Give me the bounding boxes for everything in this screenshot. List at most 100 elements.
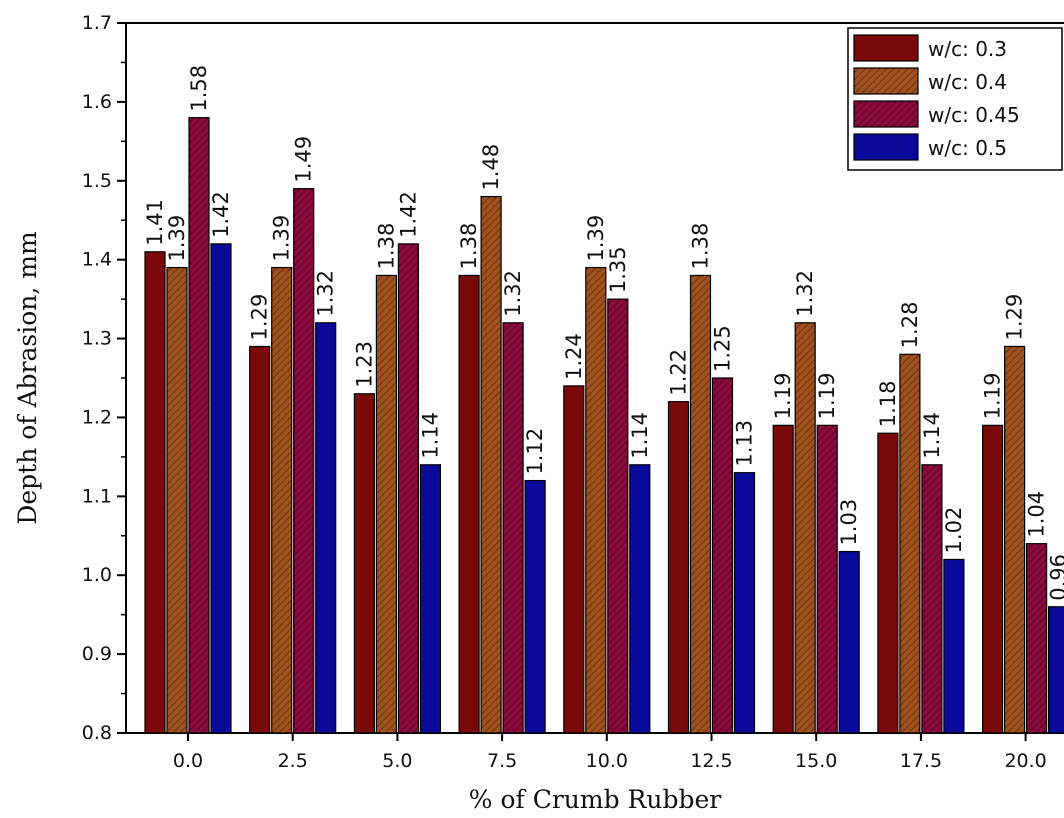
data-label: 1.14	[628, 412, 652, 459]
data-label: 1.19	[981, 373, 1005, 420]
data-label: 1.02	[942, 507, 966, 554]
bar	[397, 243, 419, 734]
data-label: 0.96	[1047, 554, 1064, 601]
x-tick-label: 10.0	[586, 750, 628, 772]
bar	[1003, 345, 1026, 734]
legend-label: w/c: 0.5	[928, 136, 1007, 160]
y-tick-label: 1.5	[82, 170, 112, 192]
data-label: 1.19	[771, 373, 795, 420]
legend-swatch	[853, 100, 919, 128]
bar	[419, 464, 441, 734]
y-tick-label: 1.7	[82, 12, 112, 34]
bar	[981, 424, 1004, 734]
data-label: 1.25	[711, 325, 735, 372]
data-label: 1.29	[248, 294, 272, 341]
data-label: 1.32	[793, 270, 817, 317]
data-label: 1.35	[606, 246, 630, 293]
data-label: 1.38	[457, 223, 481, 270]
data-label: 1.19	[815, 373, 839, 420]
bar	[733, 472, 756, 734]
y-tick-label: 1.4	[82, 249, 112, 271]
data-label: 1.39	[584, 215, 608, 262]
bar	[1047, 606, 1064, 734]
data-label: 1.49	[292, 136, 316, 183]
x-tick-label: 12.5	[690, 750, 732, 772]
data-label: 1.32	[314, 270, 338, 317]
bar	[772, 424, 794, 734]
bar	[375, 274, 397, 734]
x-tick-label: 5.0	[382, 750, 412, 772]
bar	[563, 385, 585, 734]
bar	[293, 188, 315, 734]
y-tick-label: 1.3	[82, 328, 112, 350]
data-label: 1.48	[479, 144, 503, 191]
data-label: 1.13	[733, 420, 757, 467]
data-label: 1.03	[837, 499, 861, 546]
x-tick-label: 20.0	[1004, 750, 1046, 772]
x-tick-label: 7.5	[487, 750, 517, 772]
bar-series	[144, 117, 1064, 734]
legend: w/c: 0.3 w/c: 0.4 w/c: 0.45 w/c: 0.5	[847, 27, 1063, 171]
data-label: 1.38	[374, 223, 398, 270]
bar	[480, 195, 502, 734]
bar	[458, 274, 480, 734]
bar	[921, 464, 943, 734]
data-label: 1.12	[523, 428, 547, 475]
x-axis-title: % of Crumb Rubber	[469, 785, 722, 814]
data-label: 1.41	[143, 199, 167, 246]
y-tick-label: 0.9	[82, 643, 112, 665]
bar	[1025, 543, 1048, 734]
data-label: 1.29	[1003, 294, 1027, 341]
x-tick-label: 0.0	[173, 750, 203, 772]
data-label: 1.14	[920, 412, 944, 459]
bar	[711, 377, 734, 734]
legend-swatch	[853, 67, 919, 95]
data-label: 1.42	[396, 191, 420, 238]
y-axis-title: Depth of Abrasion, mm	[13, 231, 42, 525]
y-tick-label: 1.2	[82, 406, 112, 428]
bar	[524, 479, 546, 734]
x-axis-ticks: 0.0 2.5 5.0 7.5 10.0 12.5 15.0 17.5 20.0	[173, 733, 1047, 772]
data-label: 1.28	[898, 302, 922, 349]
legend-label: w/c: 0.4	[928, 70, 1007, 94]
data-label: 1.32	[501, 270, 525, 317]
bar	[899, 353, 921, 734]
x-tick-label: 2.5	[278, 750, 308, 772]
bar	[816, 424, 838, 734]
data-label: 1.39	[165, 215, 189, 262]
data-label: 1.18	[876, 380, 900, 427]
value-labels: 1.411.391.581.421.291.391.491.321.231.38…	[143, 65, 1064, 601]
bar	[585, 266, 607, 734]
data-label: 1.39	[270, 215, 294, 262]
bar	[629, 464, 651, 734]
legend-label: w/c: 0.3	[928, 37, 1007, 61]
bar	[794, 322, 816, 734]
bar	[689, 274, 712, 734]
bar	[667, 401, 690, 734]
data-label: 1.22	[667, 349, 691, 396]
data-label: 1.24	[562, 333, 586, 380]
data-label: 1.42	[209, 191, 233, 238]
bar	[315, 322, 337, 734]
bar	[502, 322, 524, 734]
data-label: 1.23	[352, 341, 376, 388]
data-label: 1.38	[689, 223, 713, 270]
bar	[210, 243, 232, 734]
y-tick-label: 1.1	[82, 485, 112, 507]
bar	[188, 117, 210, 734]
data-label: 1.04	[1025, 491, 1049, 538]
bar	[877, 432, 899, 734]
y-tick-label: 1.0	[82, 564, 112, 586]
bar	[271, 266, 293, 734]
bar	[943, 558, 965, 734]
y-tick-label: 1.6	[82, 91, 112, 113]
data-label: 1.58	[187, 65, 211, 112]
legend-swatch	[853, 34, 919, 62]
x-tick-label: 15.0	[795, 750, 837, 772]
bar	[607, 298, 629, 734]
x-tick-label: 17.5	[900, 750, 942, 772]
bar	[838, 550, 860, 734]
data-label: 1.14	[418, 412, 442, 459]
legend-swatch	[853, 133, 919, 161]
